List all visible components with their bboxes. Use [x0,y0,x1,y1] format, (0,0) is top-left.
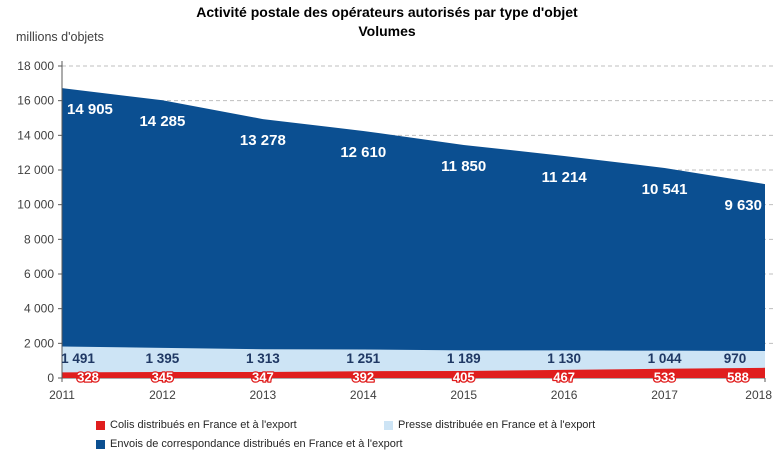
svg-text:11 850: 11 850 [441,158,486,175]
svg-text:1 251: 1 251 [346,351,380,366]
y-axis-unit-label: millions d'objets [16,30,104,44]
svg-text:1 130: 1 130 [547,351,581,366]
svg-text:2016: 2016 [551,388,578,402]
svg-text:1 044: 1 044 [648,351,682,366]
legend-item-presse: Presse distribuée en France et à l'expor… [384,419,736,431]
svg-text:1 491: 1 491 [61,351,95,366]
svg-text:328: 328 [77,370,99,385]
svg-text:588: 588 [727,370,749,385]
svg-text:6 000: 6 000 [24,267,54,281]
svg-text:405: 405 [453,370,475,385]
svg-text:1 395: 1 395 [146,351,180,366]
chart-title: Activité postale des opérateurs autorisé… [196,4,578,20]
svg-text:9 630: 9 630 [724,197,762,214]
svg-text:12 000: 12 000 [17,163,54,177]
svg-text:1 189: 1 189 [447,351,481,366]
svg-text:1 313: 1 313 [246,351,280,366]
svg-text:345: 345 [152,370,174,385]
svg-text:467: 467 [553,370,575,385]
svg-text:13 278: 13 278 [240,132,286,149]
svg-text:2017: 2017 [651,388,678,402]
svg-text:14 000: 14 000 [17,128,54,142]
svg-text:2014: 2014 [350,388,377,402]
svg-text:2013: 2013 [250,388,277,402]
legend-label-correspondance: Envois de correspondance distribués en F… [110,438,403,450]
svg-text:2015: 2015 [450,388,477,402]
svg-text:2012: 2012 [149,388,176,402]
svg-text:14 905: 14 905 [67,101,113,118]
svg-text:2 000: 2 000 [24,336,54,350]
chart-title-block: Activité postale des opérateurs autorisé… [0,3,774,41]
svg-text:16 000: 16 000 [17,94,54,108]
svg-text:4 000: 4 000 [24,302,54,316]
svg-text:2011: 2011 [49,388,75,402]
svg-text:12 610: 12 610 [340,144,386,161]
svg-text:0: 0 [47,371,54,385]
correspondance-swatch-icon [96,439,105,449]
legend-item-correspondance: Envois de correspondance distribués en F… [96,438,736,450]
svg-text:8 000: 8 000 [24,232,54,246]
svg-text:347: 347 [252,370,274,385]
chart-legend: Colis distribués en France et à l'export… [96,419,736,450]
presse-swatch-icon [384,420,393,430]
legend-label-colis: Colis distribués en France et à l'export [110,419,297,431]
svg-text:11 214: 11 214 [542,169,588,186]
svg-text:10 000: 10 000 [17,198,54,212]
colis-swatch-icon [96,420,105,430]
legend-item-colis: Colis distribués en France et à l'export [96,419,384,431]
svg-text:2018: 2018 [745,388,772,402]
svg-text:10 541: 10 541 [642,181,688,198]
chart-subtitle: Volumes [358,23,416,39]
svg-text:970: 970 [724,351,747,366]
svg-text:14 285: 14 285 [139,113,185,130]
svg-text:18 000: 18 000 [17,59,54,73]
svg-text:533: 533 [654,370,676,385]
legend-label-presse: Presse distribuée en France et à l'expor… [398,419,596,431]
svg-text:392: 392 [352,370,374,385]
